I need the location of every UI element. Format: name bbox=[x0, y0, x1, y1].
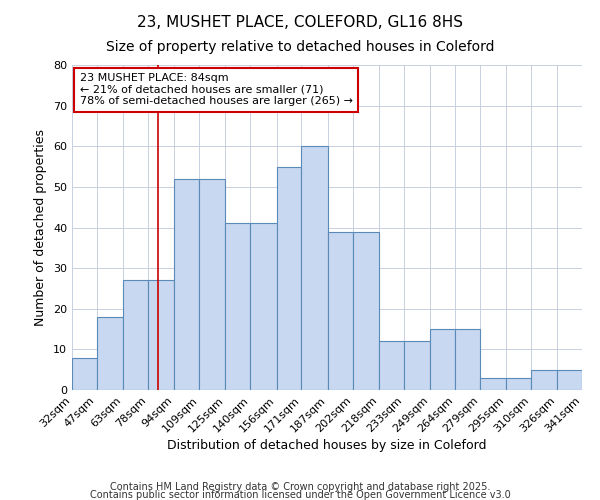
Bar bbox=[506, 378, 531, 390]
Y-axis label: Number of detached properties: Number of detached properties bbox=[34, 129, 47, 326]
Bar bbox=[97, 317, 123, 390]
Bar bbox=[404, 341, 430, 390]
Bar bbox=[353, 232, 379, 390]
Bar bbox=[430, 329, 455, 390]
Bar bbox=[455, 329, 479, 390]
Bar bbox=[148, 280, 175, 390]
Bar bbox=[531, 370, 557, 390]
Text: Size of property relative to detached houses in Coleford: Size of property relative to detached ho… bbox=[106, 40, 494, 54]
Bar bbox=[328, 232, 353, 390]
Text: 23, MUSHET PLACE, COLEFORD, GL16 8HS: 23, MUSHET PLACE, COLEFORD, GL16 8HS bbox=[137, 15, 463, 30]
Bar bbox=[226, 224, 250, 390]
Bar bbox=[72, 358, 97, 390]
Bar bbox=[175, 179, 199, 390]
Bar bbox=[199, 179, 226, 390]
Text: Contains public sector information licensed under the Open Government Licence v3: Contains public sector information licen… bbox=[89, 490, 511, 500]
Bar bbox=[557, 370, 582, 390]
Bar bbox=[301, 146, 328, 390]
Text: Contains HM Land Registry data © Crown copyright and database right 2025.: Contains HM Land Registry data © Crown c… bbox=[110, 482, 490, 492]
Bar bbox=[379, 341, 404, 390]
X-axis label: Distribution of detached houses by size in Coleford: Distribution of detached houses by size … bbox=[167, 440, 487, 452]
Text: 23 MUSHET PLACE: 84sqm
← 21% of detached houses are smaller (71)
78% of semi-det: 23 MUSHET PLACE: 84sqm ← 21% of detached… bbox=[80, 73, 353, 106]
Bar bbox=[250, 224, 277, 390]
Bar bbox=[277, 166, 301, 390]
Bar bbox=[123, 280, 148, 390]
Bar bbox=[479, 378, 506, 390]
